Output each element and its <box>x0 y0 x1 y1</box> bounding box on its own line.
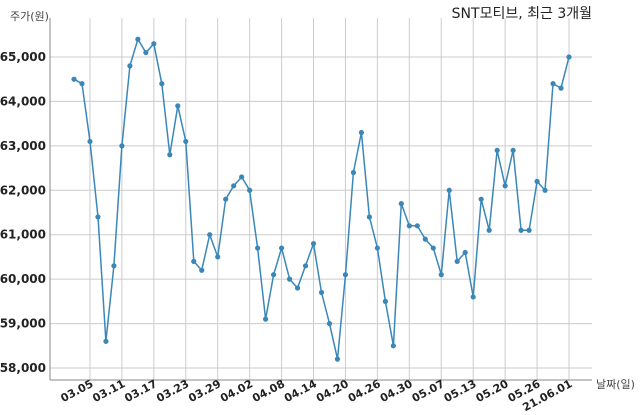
x-tick-label: 04.20 <box>314 377 351 405</box>
data-point <box>478 196 484 202</box>
x-tick-label: 03.23 <box>154 377 191 405</box>
data-point <box>518 227 524 233</box>
data-point <box>143 49 149 56</box>
data-point <box>534 178 540 184</box>
y-axis-label: 주가(원) <box>10 10 49 23</box>
data-point <box>422 236 428 242</box>
x-tick-label: 05.07 <box>410 377 447 405</box>
data-point <box>446 187 452 193</box>
x-tick-label: 04.26 <box>346 377 383 405</box>
data-point <box>159 81 165 87</box>
x-tick-label: 03.29 <box>186 377 223 405</box>
data-point <box>510 147 516 153</box>
series-line <box>73 38 570 360</box>
data-point <box>342 272 349 278</box>
data-point <box>239 174 245 180</box>
data-point <box>207 232 213 238</box>
data-point <box>119 143 125 149</box>
data-point <box>334 356 341 362</box>
data-point <box>382 298 388 304</box>
data-point <box>566 54 572 60</box>
data-point <box>358 129 365 136</box>
x-tick-labels: 03.0503.1103.1703.2303.2904.0204.0804.14… <box>59 377 575 414</box>
data-point <box>191 258 197 264</box>
data-point <box>494 147 500 153</box>
data-point <box>111 263 117 269</box>
data-point <box>183 138 189 145</box>
data-point <box>71 76 77 82</box>
x-tick-label: 03.11 <box>90 377 127 405</box>
data-point <box>390 343 396 349</box>
data-point <box>151 41 157 47</box>
data-point <box>247 187 253 193</box>
x-tick-label: 04.02 <box>218 377 255 405</box>
y-tick-label: 64,000 <box>0 94 46 108</box>
data-point <box>558 85 564 91</box>
data-point <box>263 316 269 322</box>
data-point <box>526 227 532 233</box>
y-tick-label: 61,000 <box>0 228 46 242</box>
data-point <box>278 245 285 251</box>
data-point <box>95 214 101 220</box>
data-point <box>470 294 476 300</box>
data-point <box>302 263 309 269</box>
data-point <box>430 245 436 251</box>
data-point <box>366 214 373 220</box>
x-tick-label: 04.14 <box>282 377 319 405</box>
chart-title: SNT모티브, 최근 3개월 <box>452 6 592 22</box>
price-series <box>71 36 572 362</box>
data-point <box>270 272 277 278</box>
data-point <box>87 138 93 145</box>
data-point <box>318 289 325 296</box>
axes <box>49 18 592 381</box>
data-point <box>286 276 293 282</box>
data-point <box>127 63 133 69</box>
grid-lines <box>50 18 592 380</box>
data-point <box>406 223 412 229</box>
y-tick-label: 63,000 <box>0 139 46 153</box>
data-point <box>223 196 229 202</box>
data-point <box>326 320 333 327</box>
y-tick-label: 59,000 <box>0 317 46 331</box>
data-point <box>486 227 492 233</box>
data-point <box>502 183 508 189</box>
data-point <box>374 245 380 251</box>
x-tick-label: 03.05 <box>59 377 96 405</box>
data-point <box>175 103 181 109</box>
y-tick-label: 60,000 <box>0 272 46 286</box>
y-tick-labels: 58,000 59,000 60,000 61,000 62,000 63,000 64,0… <box>0 50 46 375</box>
data-point <box>103 338 109 344</box>
x-tick-label: 04.08 <box>250 377 287 405</box>
x-tick-label: 04.30 <box>378 377 415 405</box>
data-point <box>438 272 444 278</box>
y-tick-label: 65,000 <box>0 50 46 64</box>
data-point <box>310 241 317 247</box>
x-tick-label: 05.20 <box>474 377 511 405</box>
x-tick-label: 05.13 <box>442 377 479 405</box>
data-point <box>167 152 173 158</box>
data-point <box>215 254 221 260</box>
data-point <box>79 81 85 87</box>
data-point <box>135 36 141 42</box>
data-point <box>255 245 261 251</box>
data-point <box>199 267 205 273</box>
data-point <box>231 183 237 189</box>
data-point <box>550 81 556 87</box>
data-point <box>542 187 548 193</box>
y-tick-label: 62,000 <box>0 183 46 197</box>
data-point <box>398 201 404 207</box>
x-axis-label: 날짜(일) <box>596 377 635 391</box>
y-tick-label: 58,000 <box>0 361 46 375</box>
data-point <box>462 249 468 256</box>
x-tick-label: 03.17 <box>122 377 159 405</box>
data-point <box>294 285 301 291</box>
data-point <box>414 223 420 229</box>
data-point <box>454 258 460 264</box>
data-point <box>350 169 357 176</box>
